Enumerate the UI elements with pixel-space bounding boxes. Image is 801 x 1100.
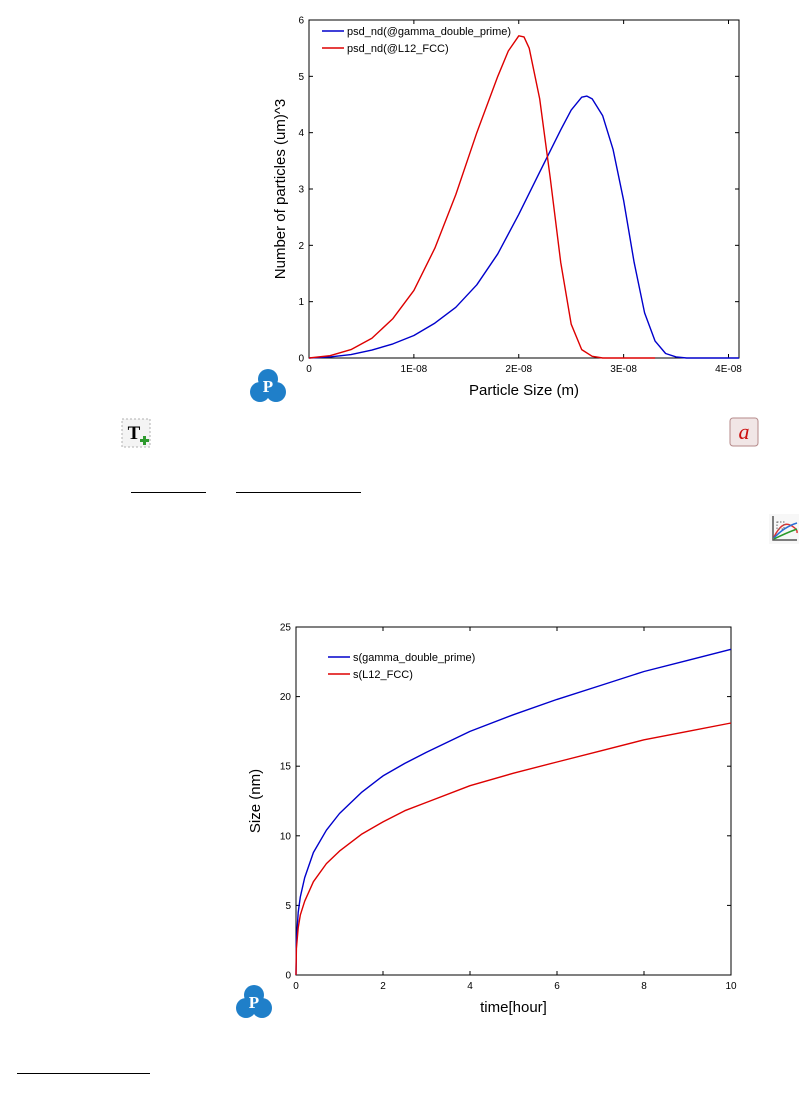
chart-icon-curve-blue: [773, 522, 798, 539]
y-axis-label: Size (nm): [247, 769, 264, 833]
text-style-letter: a: [739, 419, 750, 444]
y-tick-label: 4: [298, 128, 304, 139]
particle-size-chart: 0 1E-08 2E-08 3E-08 4E-08 0 1 2 3 4 5 6 Particle Siz…: [272, 16, 742, 400]
logo-lobe-left: [250, 382, 270, 402]
add-text-icon[interactable]: T: [121, 418, 151, 448]
x-tick-label: 4E-08: [715, 364, 742, 375]
logo-lobe-left: [236, 998, 256, 1018]
logo-lobe-right: [266, 382, 286, 402]
logo-letter: P: [249, 993, 259, 1012]
x-tick-label: 2: [380, 981, 386, 992]
pandat-logo-icon: P: [236, 984, 272, 1020]
size-vs-time-chart: 0 2 4 6 8 10 0 5 10 15 20 25 time[hour] Size (nm) s(ga…: [247, 623, 737, 1017]
underline-segment: [17, 1073, 150, 1074]
y-tick-label: 5: [298, 72, 304, 83]
y-tick-label: 0: [285, 971, 291, 982]
logo-lobe-right: [252, 998, 272, 1018]
underline-segment: [236, 492, 361, 493]
x-tick-label: 0: [293, 981, 299, 992]
series-line-0: [308, 95, 739, 359]
x-tick-label: 8: [641, 981, 647, 992]
y-axis-label: Number of particles (um)^3: [272, 99, 289, 279]
underline-segment: [131, 492, 206, 493]
y-tick-label: 5: [285, 901, 291, 912]
x-tick-label: 1E-08: [401, 364, 428, 375]
chart-icon-curve-green: [773, 528, 798, 540]
y-tick-label: 20: [280, 692, 292, 703]
plot-frame: [308, 19, 740, 359]
series-line-1: [295, 722, 732, 976]
y-tick-label: 15: [280, 762, 292, 773]
series-line-1: [308, 35, 656, 359]
y-tick-label: 1: [298, 297, 304, 308]
logo-letter: P: [263, 377, 273, 396]
x-axis-label: time[hour]: [480, 999, 547, 1016]
x-axis-label: Particle Size (m): [469, 382, 579, 399]
x-tick-label: 2E-08: [505, 364, 532, 375]
x-tick-label: 4: [467, 981, 473, 992]
legend-entry-1: s(L12_FCC): [353, 669, 413, 681]
text-style-icon[interactable]: a: [729, 417, 759, 447]
legend-entry-0: s(gamma_double_prime): [353, 652, 475, 664]
chart-settings-icon[interactable]: [768, 513, 800, 545]
chart-icon-cursor: [776, 521, 785, 530]
y-tick-label: 3: [298, 185, 304, 196]
y-tick-label: 2: [298, 241, 304, 252]
text-style-frame: [729, 417, 759, 447]
y-tick-label: 25: [280, 623, 292, 634]
add-text-letter: T: [128, 423, 141, 444]
y-tick-label: 0: [298, 354, 304, 365]
pandat-logo-icon: P: [250, 368, 286, 404]
series-line-0: [295, 648, 732, 976]
x-tick-label: 3E-08: [610, 364, 637, 375]
y-tick-label: 6: [298, 16, 304, 27]
plus-vertical: [143, 436, 146, 445]
x-tick-label: 6: [554, 981, 560, 992]
legend-entry-0: psd_nd(@gamma_double_prime): [347, 26, 511, 38]
x-tick-label: 0: [306, 364, 312, 375]
legend-entry-1: psd_nd(@L12_FCC): [347, 43, 449, 55]
x-tick-label: 10: [725, 981, 737, 992]
chart-icon-axes: [772, 516, 797, 541]
plot-frame: [295, 626, 732, 976]
y-tick-label: 10: [280, 831, 292, 842]
